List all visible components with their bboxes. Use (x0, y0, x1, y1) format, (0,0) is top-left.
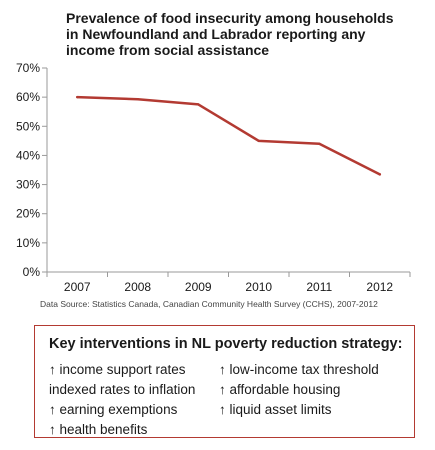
series-line (76, 95, 382, 176)
data-point (76, 95, 79, 99)
intervention-income-support: ↑ income support rates (49, 362, 186, 377)
intervention-affordable-housing: ↑ affordable housing (219, 382, 341, 397)
x-tick-label: 2011 (306, 280, 332, 294)
y-tick-label: 20% (16, 207, 40, 221)
data-point (136, 97, 139, 101)
y-tick-label: 0% (23, 265, 41, 279)
chart-title-line-2: in Newfoundland and Labrador reporting a… (66, 26, 366, 42)
x-tick-label: 2012 (366, 280, 393, 294)
intervention-health-benefits: ↑ health benefits (49, 422, 148, 437)
y-tick-label: 60% (16, 90, 40, 104)
chart-title: Prevalence of food insecurity among hous… (66, 10, 431, 58)
data-point (318, 142, 321, 145)
y-tick-label: 70% (16, 61, 40, 75)
y-tick-label: 40% (16, 148, 40, 162)
interventions-box: Key interventions in NL poverty reductio… (34, 325, 415, 438)
x-tick-label: 2009 (185, 280, 212, 294)
y-tick-label: 10% (16, 236, 40, 250)
x-tick-label: 2008 (124, 280, 151, 294)
data-point (197, 103, 200, 106)
data-source-note: Data Source: Statistics Canada, Canadian… (40, 299, 378, 309)
intervention-liquid-asset-limits: ↑ liquid asset limits (219, 402, 332, 417)
y-tick-label: 30% (16, 178, 40, 192)
intervention-tax-threshold: ↑ low-income tax threshold (219, 362, 379, 377)
line-chart: 0% 10% 20% 30% 40% 50% 60% 70% 2007 2008 2009 2010 2… (16, 61, 411, 294)
intervention-indexed-rates: indexed rates to inflation (49, 382, 196, 397)
intervention-earning-exemptions: ↑ earning exemptions (49, 402, 178, 417)
chart-title-line-1: Prevalence of food insecurity among hous… (66, 10, 394, 26)
y-tick-label: 50% (16, 119, 40, 133)
chart-title-line-3: income from social assistance (66, 42, 270, 58)
data-point (378, 173, 381, 176)
x-tick-label: 2010 (245, 280, 272, 294)
data-point (257, 139, 260, 143)
interventions-title: Key interventions in NL poverty reductio… (49, 336, 403, 352)
x-tick-label: 2007 (64, 280, 91, 294)
